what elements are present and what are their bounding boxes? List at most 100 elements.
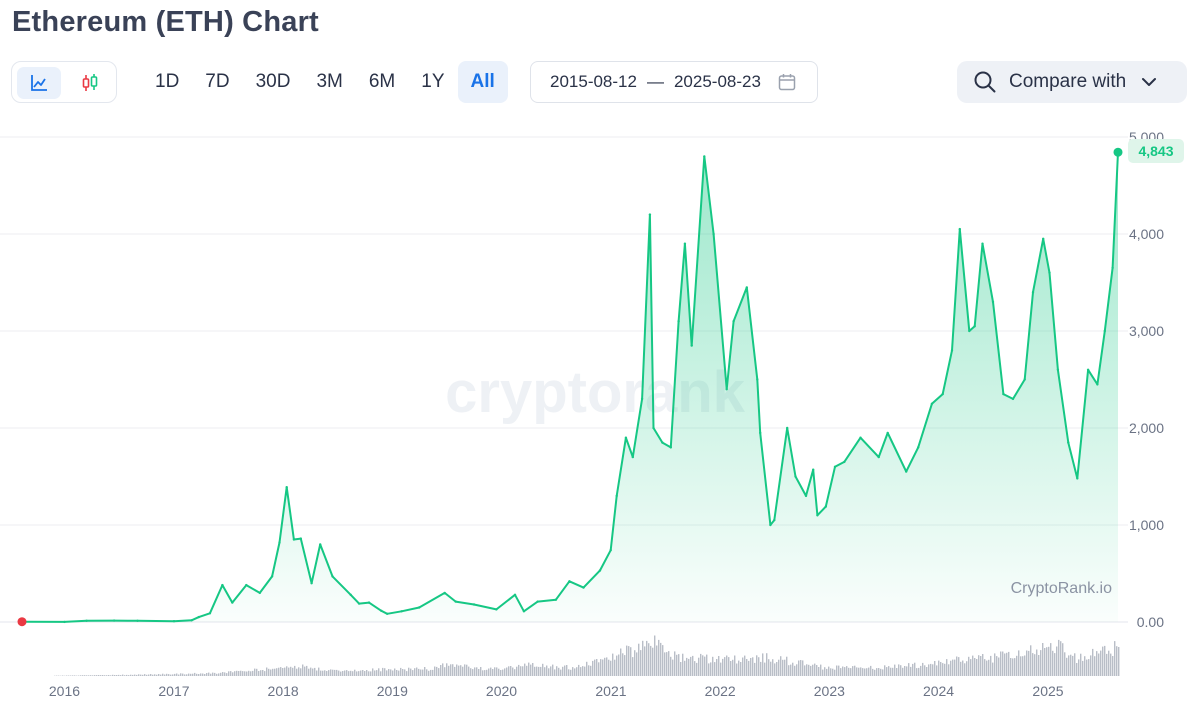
volume-bar	[830, 668, 832, 676]
volume-bar	[202, 673, 204, 676]
volume-bar	[860, 667, 862, 676]
price-point	[292, 538, 296, 541]
volume-bar	[288, 667, 290, 676]
volume-bar	[864, 668, 866, 676]
price-point	[1048, 271, 1051, 274]
volume-bar	[318, 667, 320, 676]
range-30d[interactable]: 30D	[255, 71, 291, 92]
volume-bar	[768, 659, 770, 676]
price-point	[231, 601, 234, 604]
price-point	[950, 349, 954, 352]
volume-bar	[998, 657, 1000, 676]
volume-bar	[346, 670, 348, 676]
price-point	[615, 494, 618, 498]
volume-bar	[242, 671, 244, 676]
volume-bar	[602, 659, 604, 676]
price-point	[454, 600, 457, 603]
volume-bar	[86, 675, 88, 676]
volume-bar	[172, 674, 174, 676]
price-point	[624, 436, 628, 439]
volume-bar	[802, 660, 804, 676]
volume-bar	[964, 663, 966, 676]
price-point	[310, 582, 313, 585]
volume-bar	[770, 661, 772, 676]
volume-bar	[1118, 647, 1120, 676]
price-point	[886, 431, 889, 435]
range-6m[interactable]: 6M	[368, 71, 396, 92]
volume-bar	[1098, 653, 1100, 676]
price-point	[661, 441, 664, 444]
chart-type-toggle	[11, 61, 117, 103]
candlestick-button[interactable]	[68, 67, 112, 99]
volume-bar	[316, 670, 318, 676]
range-1y[interactable]: 1Y	[421, 71, 445, 92]
volume-bar	[918, 667, 920, 676]
volume-bar	[418, 668, 420, 676]
volume-bar	[916, 668, 918, 676]
volume-bar	[992, 662, 994, 676]
time-range-tabs: 1D 7D 30D 3M 6M 1Y All	[142, 61, 508, 103]
volume-bar	[608, 659, 610, 676]
volume-bar	[762, 653, 764, 676]
volume-bar	[702, 655, 704, 676]
volume-bar	[422, 669, 424, 676]
volume-bar	[862, 668, 864, 676]
y-tick-label: 4,000	[1129, 226, 1164, 242]
volume-bar	[356, 671, 358, 676]
volume-bar	[188, 673, 190, 676]
range-all[interactable]: All	[457, 61, 508, 103]
volume-bar	[694, 661, 696, 676]
volume-bar	[748, 660, 750, 676]
price-point	[669, 446, 672, 449]
compare-with-dropdown[interactable]: Compare with	[957, 61, 1187, 103]
volume-bar	[534, 666, 536, 676]
volume-bar	[574, 668, 576, 676]
price-point	[582, 586, 585, 589]
volume-bar	[858, 667, 860, 676]
volume-bar	[532, 663, 534, 676]
volume-bar	[468, 666, 470, 676]
volume-bar	[888, 666, 890, 676]
volume-bar	[208, 672, 210, 676]
price-point	[208, 612, 212, 615]
range-3m[interactable]: 3M	[316, 71, 343, 92]
date-range-picker[interactable]: 2015-08-12 — 2025-08-23	[530, 61, 818, 103]
volume-bar	[936, 665, 938, 676]
volume-bar	[254, 668, 256, 676]
price-point	[843, 460, 846, 464]
range-1d[interactable]: 1D	[155, 71, 180, 92]
volume-bar	[140, 674, 142, 676]
price-point	[703, 155, 706, 158]
x-tick-label: 2019	[377, 683, 408, 699]
volume-bar	[642, 640, 644, 676]
range-7d[interactable]: 7D	[205, 71, 230, 92]
volume-bar	[478, 669, 480, 676]
volume-bar	[374, 670, 376, 676]
volume-bar	[874, 669, 876, 676]
volume-bar	[904, 666, 906, 676]
price-point	[418, 606, 421, 609]
line-chart-button[interactable]	[17, 67, 61, 99]
volume-bar	[436, 666, 438, 676]
volume-bar	[946, 659, 948, 676]
volume-bar	[1060, 641, 1062, 676]
volume-bar	[424, 667, 426, 676]
volume-bar	[1056, 646, 1058, 676]
price-point	[968, 329, 971, 333]
volume-bar	[214, 672, 216, 676]
volume-bar	[1114, 641, 1116, 676]
volume-bar	[510, 666, 512, 676]
y-tick-label: 3,000	[1129, 323, 1164, 339]
volume-bar	[224, 672, 226, 676]
volume-bar	[1104, 645, 1106, 676]
volume-bar	[1090, 655, 1092, 676]
volume-bar	[632, 657, 634, 676]
volume-bar	[494, 667, 496, 676]
volume-bar	[664, 652, 666, 676]
calendar-icon[interactable]	[777, 72, 797, 92]
volume-bar	[978, 655, 980, 676]
volume-bar	[270, 669, 272, 676]
price-point	[609, 549, 612, 552]
volume-bar	[98, 675, 100, 676]
